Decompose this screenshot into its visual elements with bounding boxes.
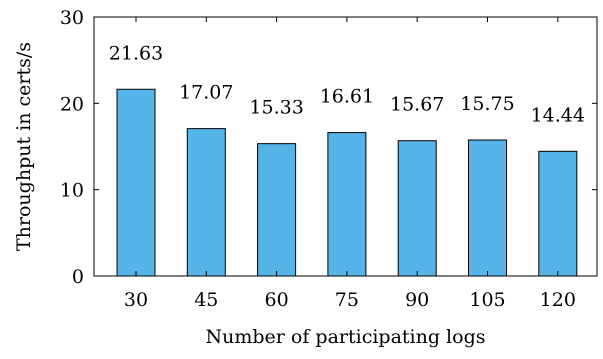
x-ticks-group: 30 45 60 75 90 105 120 (124, 17, 576, 311)
value-label-60: 15.33 (249, 97, 303, 119)
bar-60 (257, 143, 297, 277)
bar-45 (186, 128, 226, 277)
x-tick-label-105: 105 (469, 289, 505, 311)
bars-group (116, 88, 578, 277)
x-tick-label-75: 75 (335, 289, 359, 311)
value-label-30: 21.63 (109, 42, 163, 64)
value-label-105: 15.75 (460, 93, 514, 115)
x-tick-label-90: 90 (405, 289, 429, 311)
plot-frame (93, 16, 598, 277)
value-labels-group: 21.63 17.07 15.33 16.61 15.67 15.75 14.44 (109, 42, 585, 126)
value-label-120: 14.44 (531, 104, 585, 126)
bar-105 (468, 139, 507, 277)
x-axis-title: Number of participating logs (206, 326, 486, 348)
value-label-45: 17.07 (179, 82, 233, 104)
x-tick-label-45: 45 (194, 289, 218, 311)
y-axis-title: Throughput in certs/s (13, 42, 35, 251)
x-tick-label-30: 30 (124, 289, 148, 311)
y-ticks-group: 0 10 20 30 (60, 7, 597, 288)
value-label-75: 16.61 (320, 86, 374, 108)
bar-75 (327, 132, 367, 277)
x-tick-label-120: 120 (540, 289, 576, 311)
bar-90 (397, 140, 437, 277)
bar-30 (116, 88, 156, 277)
y-tick-label-0: 0 (72, 266, 84, 288)
y-tick-label-10: 10 (60, 180, 84, 202)
y-tick-label-30: 30 (60, 7, 84, 29)
x-tick-label-60: 60 (265, 289, 289, 311)
value-label-90: 15.67 (390, 94, 444, 116)
bar-120 (538, 150, 578, 277)
y-tick-label-20: 20 (60, 93, 84, 115)
